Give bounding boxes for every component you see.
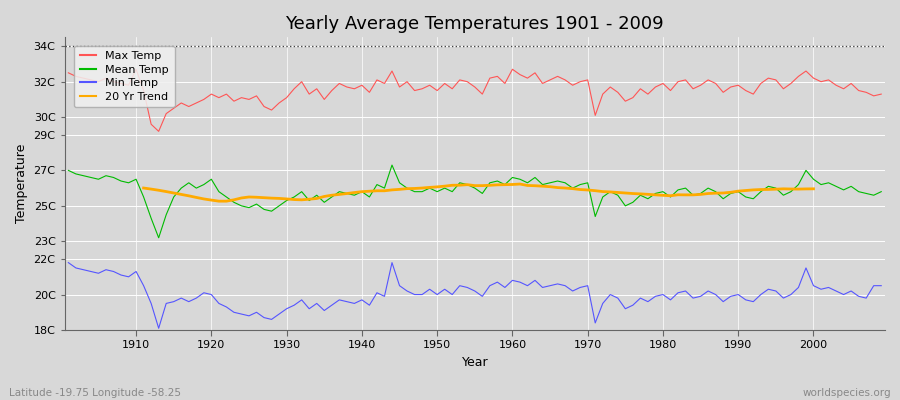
Text: worldspecies.org: worldspecies.org <box>803 388 891 398</box>
X-axis label: Year: Year <box>462 356 488 369</box>
Title: Yearly Average Temperatures 1901 - 2009: Yearly Average Temperatures 1901 - 2009 <box>285 15 664 33</box>
Legend: Max Temp, Mean Temp, Min Temp, 20 Yr Trend: Max Temp, Mean Temp, Min Temp, 20 Yr Tre… <box>74 46 175 107</box>
Y-axis label: Temperature: Temperature <box>15 144 28 223</box>
Text: Latitude -19.75 Longitude -58.25: Latitude -19.75 Longitude -58.25 <box>9 388 181 398</box>
